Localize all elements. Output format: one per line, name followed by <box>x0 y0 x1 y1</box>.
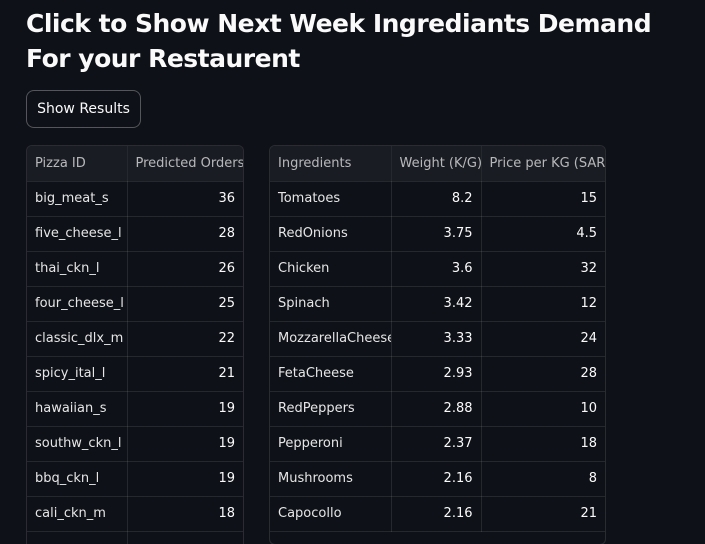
ingredient-cell: RedOnions <box>270 216 392 252</box>
pizza-id-cell: five_cheese_l <box>27 216 128 252</box>
weight-cell: 2.16 <box>391 461 482 497</box>
predicted-orders-cell: 19 <box>127 461 243 497</box>
predicted-orders-cell: 21 <box>127 356 243 392</box>
table-row[interactable]: FetaCheese 2.93 28 <box>270 356 605 392</box>
ingredient-cell: RedPeppers <box>270 391 392 427</box>
price-cell: 10 <box>481 391 605 427</box>
ingredient-cell: Tomatoes <box>270 181 392 217</box>
table-row[interactable]: five_cheese_l 28 <box>27 216 243 252</box>
table-row[interactable]: MozzarellaCheese 3.33 24 <box>270 321 605 357</box>
table-row[interactable]: four_cheese_l 25 <box>27 286 243 322</box>
column-header-price-per-kg[interactable]: Price per KG (SAR) <box>481 146 605 182</box>
table-row[interactable]: Pepperoni 2.37 18 <box>270 426 605 462</box>
weight-cell: 2.16 <box>391 496 482 532</box>
ingredient-cell: Mushrooms <box>270 461 392 497</box>
pizza-id-cell: hawaiian_s <box>27 391 128 427</box>
pizza-id-cell: bbq_ckn_l <box>27 461 128 497</box>
table-row[interactable]: cali_ckn_m 18 <box>27 496 243 532</box>
table-header-row: Ingredients Weight (K/G) Price per KG (S… <box>270 146 605 182</box>
column-header-pizza-id[interactable]: Pizza ID <box>27 146 128 182</box>
predicted-orders-cell: 22 <box>127 321 243 357</box>
table-row[interactable]: Capocollo 2.16 21 <box>270 496 605 532</box>
predicted-orders-cell: 18 <box>127 496 243 532</box>
table-row[interactable]: Chicken 3.6 32 <box>270 251 605 287</box>
ingredient-cell: Capocollo <box>270 496 392 532</box>
table-row[interactable]: southw_ckn_l 19 <box>27 426 243 462</box>
table-row[interactable]: spicy_ital_l 21 <box>27 356 243 392</box>
pizza-id-cell: big_meat_s <box>27 181 128 217</box>
price-cell: 21 <box>481 496 605 532</box>
predicted-orders-cell <box>127 531 243 544</box>
table-row[interactable]: Spinach 3.42 12 <box>270 286 605 322</box>
weight-cell: 3.33 <box>391 321 482 357</box>
pizza-id-cell: cali_ckn_m <box>27 496 128 532</box>
column-header-weight[interactable]: Weight (K/G) <box>391 146 482 182</box>
predicted-orders-cell: 19 <box>127 391 243 427</box>
table-row[interactable]: Mushrooms 2.16 8 <box>270 461 605 497</box>
price-cell: 8 <box>481 461 605 497</box>
ingredient-cell: FetaCheese <box>270 356 392 392</box>
price-cell: 12 <box>481 286 605 322</box>
show-results-button[interactable]: Show Results <box>26 90 141 128</box>
ingredient-cell: MozzarellaCheese <box>270 321 392 357</box>
price-cell: 28 <box>481 356 605 392</box>
table-row[interactable]: thai_ckn_l 26 <box>27 251 243 287</box>
table-row[interactable]: RedPeppers 2.88 10 <box>270 391 605 427</box>
ingredients-table[interactable]: Ingredients Weight (K/G) Price per KG (S… <box>269 145 606 544</box>
page-title: Click to Show Next Week Ingrediants Dema… <box>26 9 652 73</box>
weight-cell: 2.37 <box>391 426 482 462</box>
weight-cell: 2.88 <box>391 391 482 427</box>
pizza-id-cell: spicy_ital_l <box>27 356 128 392</box>
table-row[interactable]: Tomatoes 8.2 15 <box>270 181 605 217</box>
price-cell: 18 <box>481 426 605 462</box>
table-row-partial[interactable] <box>27 531 243 544</box>
pizza-orders-table[interactable]: Pizza ID Predicted Orders big_meat_s 36 f… <box>26 145 244 544</box>
table-row[interactable]: RedOnions 3.75 4.5 <box>270 216 605 252</box>
table-header-row: Pizza ID Predicted Orders <box>27 146 243 182</box>
column-header-predicted-orders[interactable]: Predicted Orders <box>127 146 243 182</box>
weight-cell: 8.2 <box>391 181 482 217</box>
predicted-orders-cell: 26 <box>127 251 243 287</box>
weight-cell: 3.75 <box>391 216 482 252</box>
price-cell: 15 <box>481 181 605 217</box>
predicted-orders-cell: 36 <box>127 181 243 217</box>
pizza-id-cell: southw_ckn_l <box>27 426 128 462</box>
ingredient-cell: Spinach <box>270 286 392 322</box>
table-row[interactable]: hawaiian_s 19 <box>27 391 243 427</box>
predicted-orders-cell: 19 <box>127 426 243 462</box>
predicted-orders-cell: 25 <box>127 286 243 322</box>
ingredient-cell: Pepperoni <box>270 426 392 462</box>
table-row[interactable]: big_meat_s 36 <box>27 181 243 217</box>
price-cell: 4.5 <box>481 216 605 252</box>
column-header-ingredients[interactable]: Ingredients <box>270 146 392 182</box>
pizza-id-cell: four_cheese_l <box>27 286 128 322</box>
price-cell: 24 <box>481 321 605 357</box>
price-cell: 32 <box>481 251 605 287</box>
ingredient-cell: Chicken <box>270 251 392 287</box>
weight-cell: 3.42 <box>391 286 482 322</box>
table-row[interactable]: classic_dlx_m 22 <box>27 321 243 357</box>
weight-cell: 2.93 <box>391 356 482 392</box>
predicted-orders-cell: 28 <box>127 216 243 252</box>
pizza-id-cell <box>27 531 128 544</box>
table-row[interactable]: bbq_ckn_l 19 <box>27 461 243 497</box>
pizza-id-cell: classic_dlx_m <box>27 321 128 357</box>
pizza-id-cell: thai_ckn_l <box>27 251 128 287</box>
weight-cell: 3.6 <box>391 251 482 287</box>
